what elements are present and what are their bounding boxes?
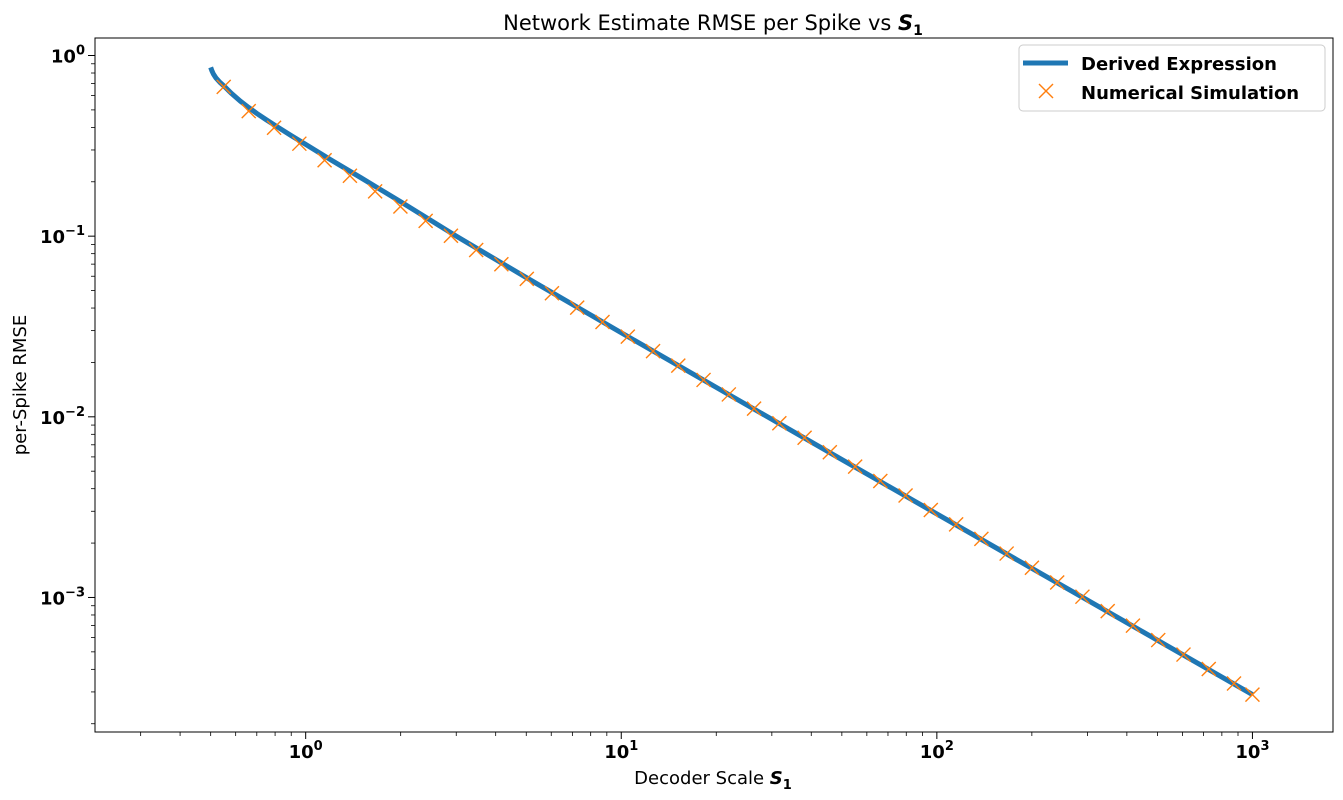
marker-numerical-simulation <box>266 120 282 136</box>
marker-numerical-simulation <box>948 516 964 532</box>
x-axis-label: Decoder Scale S1 <box>634 768 792 793</box>
y-tick-label: 10−2 <box>40 405 85 429</box>
marker-numerical-simulation <box>342 168 358 184</box>
marker-numerical-simulation <box>1024 560 1040 576</box>
marker-numerical-simulation <box>1150 632 1166 648</box>
marker-numerical-simulation <box>645 343 661 359</box>
y-axis-label: per-Spike RMSE <box>10 315 31 456</box>
x-axis-label-symbol: S <box>770 768 783 789</box>
y-axis-ticks: 100 10−1 10−2 10−3 <box>40 44 95 725</box>
marker-numerical-simulation <box>1100 603 1116 619</box>
x-tick-label: 100 <box>289 739 323 763</box>
legend-label-derived: Derived Expression <box>1081 54 1277 75</box>
marker-numerical-simulation <box>468 242 484 258</box>
marker-numerical-simulation <box>999 546 1015 562</box>
marker-numerical-simulation <box>746 401 762 417</box>
plot-area <box>208 66 1260 703</box>
marker-numerical-simulation <box>519 271 535 287</box>
x-axis-label-text: Decoder Scale <box>634 768 770 789</box>
marker-numerical-simulation <box>544 285 560 301</box>
marker-numerical-simulation <box>771 415 787 431</box>
marker-numerical-simulation <box>620 329 636 345</box>
marker-numerical-simulation <box>291 136 307 152</box>
x-tick-label: 101 <box>604 739 638 763</box>
marker-numerical-simulation <box>696 372 712 388</box>
marker-numerical-simulation <box>872 473 888 489</box>
chart-title: Network Estimate RMSE per Spike vs S1 <box>503 11 923 39</box>
marker-numerical-simulation <box>392 198 408 214</box>
legend-marker-numerical <box>1038 83 1054 99</box>
marker-numerical-simulation <box>1125 618 1141 634</box>
marker-numerical-simulation <box>1226 676 1242 691</box>
chart-title-symbol: S <box>898 11 913 35</box>
legend-label-numerical: Numerical Simulation <box>1081 83 1299 104</box>
marker-numerical-simulation <box>367 183 383 199</box>
marker-numerical-simulation <box>1201 661 1217 677</box>
x-axis-ticks: 100 101 102 103 <box>140 732 1269 763</box>
marker-numerical-simulation <box>317 152 333 168</box>
marker-numerical-simulation <box>1176 647 1191 663</box>
chart-title-text: Network Estimate RMSE per Spike vs <box>503 11 898 35</box>
marker-numerical-simulation <box>797 430 813 446</box>
marker-numerical-simulation <box>216 79 232 95</box>
marker-numerical-simulation <box>241 103 257 119</box>
x-tick-label: 102 <box>920 739 954 763</box>
marker-numerical-simulation <box>1074 589 1090 605</box>
y-tick-label: 10−1 <box>40 224 85 248</box>
y-tick-label: 100 <box>51 44 85 68</box>
legend-box <box>1018 44 1326 112</box>
marker-numerical-simulation <box>898 487 914 503</box>
marker-numerical-simulation <box>670 358 686 374</box>
marker-numerical-simulation <box>569 300 585 316</box>
marker-numerical-simulation <box>847 459 863 475</box>
marker-numerical-simulation <box>418 213 434 229</box>
marker-numerical-simulation <box>1049 575 1065 591</box>
marker-numerical-simulation <box>594 314 610 330</box>
marker-numerical-simulation <box>443 228 459 244</box>
marker-numerical-simulation <box>822 444 838 460</box>
marker-numerical-simulation <box>923 502 939 518</box>
y-tick-label: 10−3 <box>40 585 85 609</box>
marker-numerical-simulation <box>1244 687 1260 703</box>
marker-numerical-simulation <box>973 531 989 547</box>
marker-numerical-simulation <box>493 256 509 272</box>
x-tick-label: 103 <box>1235 739 1269 763</box>
legend: Derived Expression Numerical Simulation <box>1018 44 1326 112</box>
chart-title-subscript: 1 <box>913 23 923 39</box>
marker-numerical-simulation <box>721 386 737 402</box>
series-line-derived-expression <box>208 66 1254 697</box>
x-axis-label-subscript: 1 <box>783 778 792 793</box>
plot-frame <box>94 37 1334 733</box>
